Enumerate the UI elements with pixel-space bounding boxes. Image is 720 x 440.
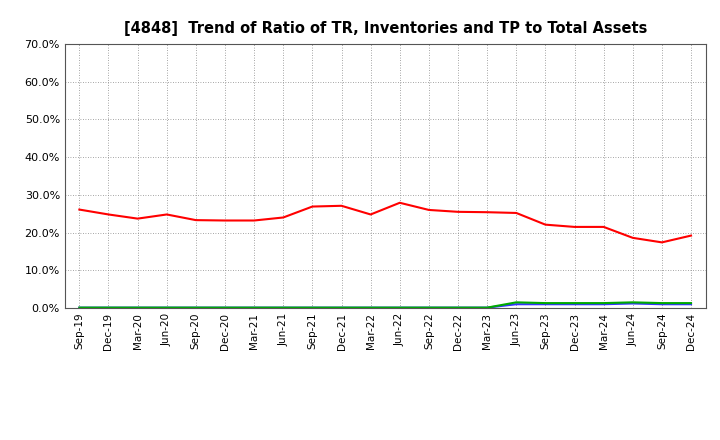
- Trade Payables: [425, 305, 433, 310]
- Trade Receivables: [512, 210, 521, 216]
- Trade Payables: [687, 301, 696, 306]
- Trade Receivables: [425, 207, 433, 213]
- Inventories: [512, 301, 521, 307]
- Inventories: [279, 305, 287, 310]
- Trade Receivables: [454, 209, 462, 214]
- Trade Receivables: [337, 203, 346, 209]
- Trade Payables: [75, 305, 84, 310]
- Inventories: [629, 301, 637, 306]
- Inventories: [163, 305, 171, 310]
- Inventories: [133, 305, 142, 310]
- Trade Receivables: [104, 212, 113, 217]
- Inventories: [425, 305, 433, 310]
- Trade Payables: [133, 305, 142, 310]
- Trade Payables: [570, 301, 579, 306]
- Trade Receivables: [599, 224, 608, 230]
- Trade Payables: [483, 305, 492, 310]
- Inventories: [657, 301, 666, 307]
- Trade Payables: [541, 301, 550, 306]
- Inventories: [599, 301, 608, 307]
- Trade Receivables: [220, 218, 229, 223]
- Line: Trade Payables: Trade Payables: [79, 302, 691, 308]
- Trade Receivables: [192, 217, 200, 223]
- Trade Receivables: [250, 218, 258, 223]
- Trade Payables: [104, 305, 113, 310]
- Trade Receivables: [657, 240, 666, 245]
- Trade Receivables: [483, 209, 492, 215]
- Trade Payables: [163, 305, 171, 310]
- Trade Payables: [279, 305, 287, 310]
- Trade Receivables: [395, 200, 404, 205]
- Inventories: [104, 305, 113, 310]
- Trade Payables: [454, 305, 462, 310]
- Inventories: [192, 305, 200, 310]
- Inventories: [687, 301, 696, 307]
- Inventories: [220, 305, 229, 310]
- Inventories: [454, 305, 462, 310]
- Trade Payables: [512, 300, 521, 305]
- Trade Receivables: [163, 212, 171, 217]
- Inventories: [337, 305, 346, 310]
- Trade Payables: [629, 300, 637, 305]
- Title: [4848]  Trend of Ratio of TR, Inventories and TP to Total Assets: [4848] Trend of Ratio of TR, Inventories…: [124, 21, 647, 36]
- Trade Receivables: [570, 224, 579, 230]
- Trade Receivables: [629, 235, 637, 241]
- Trade Receivables: [279, 215, 287, 220]
- Trade Receivables: [687, 233, 696, 238]
- Line: Trade Receivables: Trade Receivables: [79, 203, 691, 242]
- Trade Payables: [192, 305, 200, 310]
- Trade Payables: [308, 305, 317, 310]
- Inventories: [75, 305, 84, 310]
- Inventories: [483, 305, 492, 310]
- Trade Payables: [599, 301, 608, 306]
- Trade Receivables: [366, 212, 375, 217]
- Trade Receivables: [133, 216, 142, 221]
- Line: Inventories: Inventories: [79, 304, 691, 308]
- Trade Payables: [366, 305, 375, 310]
- Inventories: [308, 305, 317, 310]
- Trade Payables: [220, 305, 229, 310]
- Trade Payables: [337, 305, 346, 310]
- Trade Receivables: [541, 222, 550, 227]
- Trade Receivables: [308, 204, 317, 209]
- Inventories: [395, 305, 404, 310]
- Inventories: [570, 301, 579, 307]
- Inventories: [250, 305, 258, 310]
- Trade Payables: [395, 305, 404, 310]
- Trade Payables: [657, 301, 666, 306]
- Trade Receivables: [75, 207, 84, 212]
- Inventories: [541, 301, 550, 307]
- Trade Payables: [250, 305, 258, 310]
- Inventories: [366, 305, 375, 310]
